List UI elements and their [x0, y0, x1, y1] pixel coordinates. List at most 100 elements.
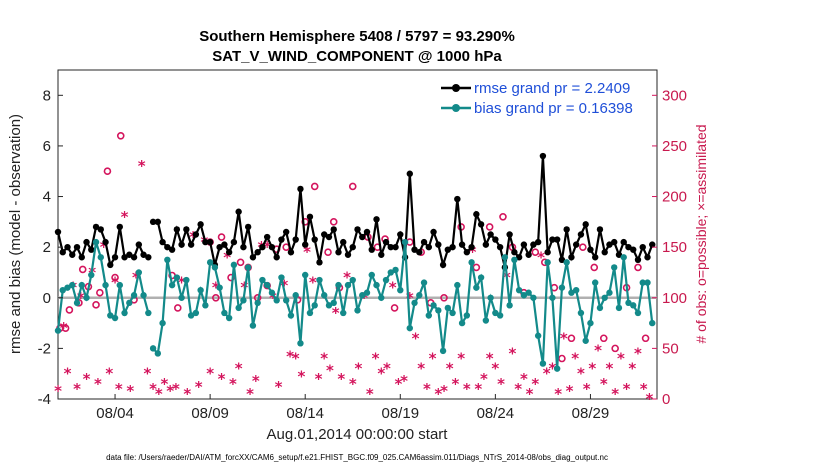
bias-point	[611, 264, 618, 271]
bias-point	[392, 266, 399, 274]
obs-assimilated-point: *	[577, 365, 585, 383]
obs-assimilated-point: *	[440, 382, 448, 400]
rmse-point	[278, 236, 285, 243]
legend-rmse-marker	[452, 84, 460, 92]
rmse-point	[202, 238, 209, 246]
obs-assimilated-point: *	[491, 360, 499, 378]
rmse-point	[473, 211, 480, 218]
rmse-point	[639, 243, 646, 251]
obs-possible-point	[579, 243, 587, 251]
bias-point	[420, 279, 428, 286]
obs-possible-point	[212, 293, 220, 302]
bias-point	[78, 281, 85, 289]
rmse-point	[183, 226, 190, 233]
rmse-point	[73, 243, 81, 251]
series-layer: ****** **********************************…	[54, 132, 656, 408]
rmse-point	[311, 236, 318, 243]
bias-point	[416, 292, 423, 299]
rmse-point	[525, 251, 532, 258]
obs-assimilated-point: *	[320, 350, 328, 368]
obs-possible-point	[103, 167, 112, 176]
obs-assimilated-point: *	[583, 380, 591, 398]
bias-point	[378, 294, 385, 301]
obs-possible-point	[236, 258, 245, 267]
obs-assimilated-point: *	[275, 378, 283, 396]
obs-possible-point	[611, 344, 619, 353]
obs-assimilated-point: *	[263, 238, 271, 256]
bias-point	[549, 294, 556, 301]
rmse-point	[430, 228, 437, 236]
rmse-point	[596, 226, 604, 233]
bias-point	[625, 299, 632, 307]
rmse-point	[482, 241, 490, 248]
obs-assimilated-point: *	[594, 341, 602, 359]
bias-point	[240, 297, 247, 304]
bias-point	[235, 304, 242, 312]
obs-assimilated-point: *	[172, 380, 180, 398]
rmse-point	[563, 226, 570, 233]
bias-point	[482, 317, 490, 324]
obs-possible-point	[92, 301, 100, 309]
rmse-point	[263, 233, 271, 241]
bias-point	[449, 309, 456, 317]
obs-possible-point	[111, 273, 119, 282]
bias-point	[187, 312, 195, 319]
tick-layer: -4 -2 0 2 4 6 8 0 50 100 150 200 250 300 08/04 08/09 08/…	[38, 87, 687, 422]
plot-area	[57, 69, 658, 400]
obs-assimilated-point: *	[628, 360, 636, 378]
bias-point	[159, 319, 166, 327]
rmse-point	[316, 259, 323, 266]
bias-point	[492, 309, 499, 317]
rmse-point	[330, 226, 337, 233]
obs-possible-point	[78, 265, 87, 274]
bias-point	[316, 276, 323, 284]
bias-point	[534, 332, 542, 339]
bias-point	[330, 299, 337, 307]
rmse-point	[644, 254, 651, 261]
obs-assimilated-point: *	[149, 380, 157, 398]
rmse-point	[297, 185, 304, 193]
obs-assimilated-point: *	[526, 385, 534, 403]
obs-assimilated-point: *	[514, 380, 522, 398]
bias-point	[553, 365, 561, 372]
obs-assimilated-point: *	[600, 375, 608, 393]
bias-point	[54, 327, 62, 334]
rmse-point	[620, 238, 627, 246]
y-tick-label-right: 150	[662, 239, 687, 256]
rmse-point	[130, 254, 138, 261]
bias-point	[206, 259, 214, 266]
rmse-point	[416, 249, 423, 256]
obs-possible-point	[634, 263, 642, 272]
bias-point	[430, 302, 437, 309]
obs-assimilated-point: *	[105, 365, 113, 383]
bias-point	[530, 294, 537, 301]
obs-assimilated-point: *	[309, 274, 317, 292]
bias-point	[92, 238, 100, 246]
rmse-point	[225, 249, 233, 256]
bias-point	[173, 274, 181, 281]
rmse-point	[615, 251, 623, 258]
bias-point	[111, 314, 119, 322]
obs-assimilated-point: *	[189, 228, 197, 246]
obs-possible-point	[590, 263, 599, 272]
obs-possible-point	[227, 273, 235, 282]
bias-point	[130, 292, 138, 299]
bias-point	[126, 299, 133, 307]
obs-assimilated-point: *	[121, 208, 129, 226]
rmse-point	[59, 249, 66, 256]
rmse-point	[425, 243, 433, 251]
bias-point	[340, 309, 347, 317]
rmse-point	[359, 233, 366, 241]
obs-possible-point	[567, 334, 576, 343]
y-tick-label-right: 0	[662, 391, 670, 408]
rmse-point	[340, 238, 347, 246]
obs-assimilated-point: *	[474, 380, 482, 398]
obs-assimilated-point: *	[554, 385, 562, 403]
bias-point	[649, 319, 656, 327]
rmse-point	[249, 254, 257, 261]
bias-point	[373, 281, 380, 289]
rmse-point	[601, 249, 608, 256]
obs-assimilated-point: *	[446, 360, 454, 378]
bias-point	[387, 269, 394, 276]
obs-assimilated-point: *	[252, 372, 260, 390]
